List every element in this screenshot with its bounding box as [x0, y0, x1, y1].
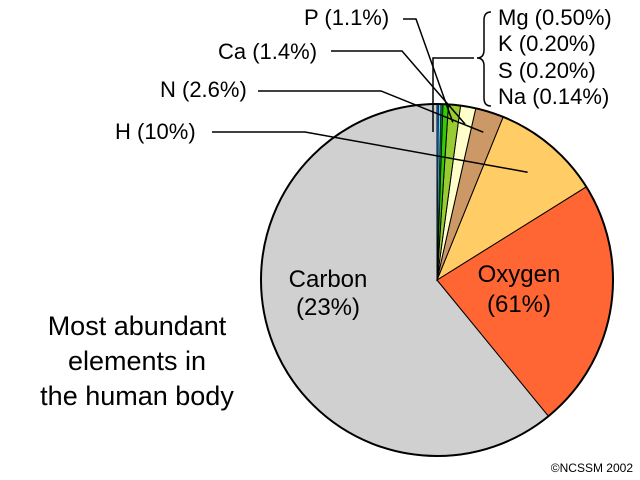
slice-label-na: Na (0.14%)	[498, 84, 609, 109]
slice-label-ca: Ca (1.4%)	[218, 39, 317, 64]
slice-label-n: N (2.6%)	[160, 77, 247, 102]
leader-lines	[212, 18, 528, 173]
slice-label-carbon-pct: (23%)	[296, 294, 360, 321]
pie-slices	[260, 103, 614, 457]
slice-label-p: P (1.1%)	[304, 5, 389, 30]
leader-line-h	[212, 131, 528, 173]
leader-line-p	[403, 18, 454, 123]
small-slices-brace	[476, 11, 492, 107]
chart-title-line-2: elements in	[68, 346, 206, 376]
chart-title-line-3: the human body	[40, 381, 234, 411]
copyright-credit: ©NCSSM 2002	[551, 461, 634, 475]
slice-label-carbon-name: Carbon	[289, 266, 368, 293]
slice-label-mg: Mg (0.50%)	[498, 5, 612, 30]
chart-title-line-1: Most abundant	[48, 311, 227, 341]
slice-label-h: H (10%)	[115, 119, 196, 144]
slice-label-k: K (0.20%)	[498, 31, 596, 56]
pie-outline	[260, 103, 614, 457]
leader-line-small-group	[432, 57, 474, 132]
slice-label-oxygen-name: Oxygen	[478, 261, 561, 288]
slice-label-oxygen-pct: (61%)	[487, 291, 551, 318]
leader-line-n	[258, 90, 484, 133]
slice-label-s: S (0.20%)	[498, 58, 596, 83]
